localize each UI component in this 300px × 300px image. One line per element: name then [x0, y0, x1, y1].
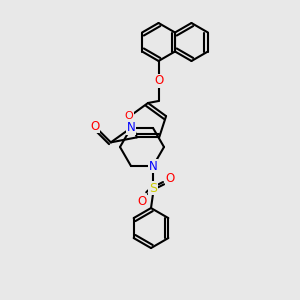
Text: O: O — [165, 172, 175, 184]
Text: O: O — [124, 111, 133, 121]
Text: S: S — [149, 182, 157, 195]
Text: N: N — [127, 122, 135, 134]
Text: O: O — [90, 120, 100, 133]
Text: O: O — [154, 74, 163, 88]
Text: N: N — [148, 160, 158, 172]
Text: O: O — [137, 195, 147, 208]
